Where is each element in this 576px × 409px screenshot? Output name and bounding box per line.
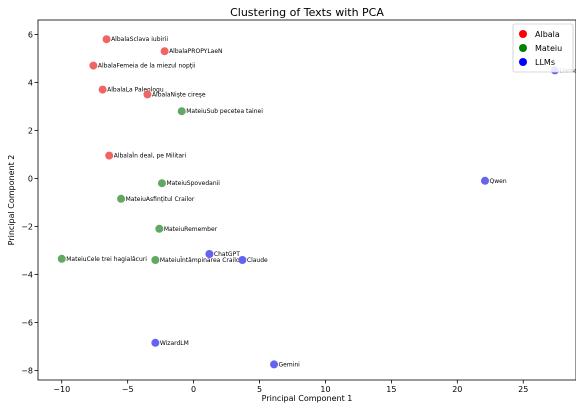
x-tick-label: 20 <box>452 385 462 394</box>
data-point-albala <box>98 85 107 94</box>
data-point-albala <box>105 151 114 160</box>
point-label: AlbalaLa Paleologu <box>107 87 164 94</box>
legend-marker-albala <box>519 30 527 38</box>
point-label: MateiuÎntâmpinarea Crailor <box>160 257 243 264</box>
data-point-mateiu <box>155 224 164 233</box>
point-label: MateiuCele trei hagialâcuri <box>66 256 147 263</box>
point-label: AlbalaÎn deal, pe Militari <box>114 153 187 160</box>
point-label: Qwen <box>490 178 507 185</box>
point-label: MateiuRemember <box>164 226 218 233</box>
data-point-mateiu <box>151 256 160 264</box>
point-label: AlbalaFemeia de la miezul nopții <box>98 63 196 70</box>
chart-title: Clustering of Texts with PCA <box>230 6 384 19</box>
data-point-mateiu <box>57 254 66 263</box>
point-label: MateiuSpovedanii <box>166 180 220 187</box>
point-label: ChatGPT <box>214 251 240 258</box>
point-label: WizardLM <box>160 340 189 347</box>
x-axis-label: Principal Component 1 <box>262 394 353 403</box>
plot-frame <box>37 19 576 381</box>
x-tick-label: 15 <box>386 385 396 394</box>
data-point-mateiu <box>177 107 186 116</box>
y-tick-label: 0 <box>28 174 33 183</box>
y-tick-label: −2 <box>21 222 33 231</box>
y-tick-label: −8 <box>21 366 33 375</box>
data-point-llms <box>205 250 214 258</box>
data-point-mateiu <box>157 179 166 188</box>
data-point-albala <box>143 90 152 99</box>
data-point-albala <box>102 35 111 44</box>
y-tick-label: −6 <box>21 318 33 327</box>
legend-label-mateiu: Mateiu <box>535 44 562 53</box>
x-tick-label: 0 <box>191 385 196 394</box>
x-tick-label: 25 <box>518 385 528 394</box>
y-tick-label: 2 <box>28 126 33 135</box>
data-point-llms <box>270 360 279 369</box>
point-label: AlbalaSclava iubirii <box>111 36 168 43</box>
y-tick-label: 4 <box>28 78 33 87</box>
x-tick-label: 5 <box>257 385 262 394</box>
y-tick-label: −4 <box>21 270 33 279</box>
data-point-albala <box>160 47 169 56</box>
legend-label-albala: Albala <box>535 30 560 39</box>
point-label: Gemini <box>279 361 301 368</box>
point-label: MateiuSub pecetea tainei <box>186 108 263 115</box>
point-label: AlbalaNiște cireșe <box>152 91 206 98</box>
data-point-albala <box>89 61 98 70</box>
legend-box <box>512 23 574 73</box>
x-tick-label: 10 <box>320 385 330 394</box>
legend-marker-llms <box>519 58 527 66</box>
point-label: AlbalaPROPYLaeN <box>169 48 222 55</box>
y-tick-label: 6 <box>28 30 33 39</box>
legend-label-llms: LLMs <box>535 58 555 67</box>
data-point-llms <box>481 176 490 185</box>
data-point-mateiu <box>117 194 126 203</box>
data-point-llms <box>238 256 247 264</box>
x-tick-label: −5 <box>122 385 134 394</box>
x-tick-label: −10 <box>53 385 70 394</box>
y-axis-label: Principal Component 2 <box>7 155 16 246</box>
legend-marker-mateiu <box>519 44 527 52</box>
point-label: MateiuAsfințitul Crailor <box>126 196 195 203</box>
point-label: Claude <box>247 257 268 264</box>
data-point-llms <box>151 338 160 347</box>
